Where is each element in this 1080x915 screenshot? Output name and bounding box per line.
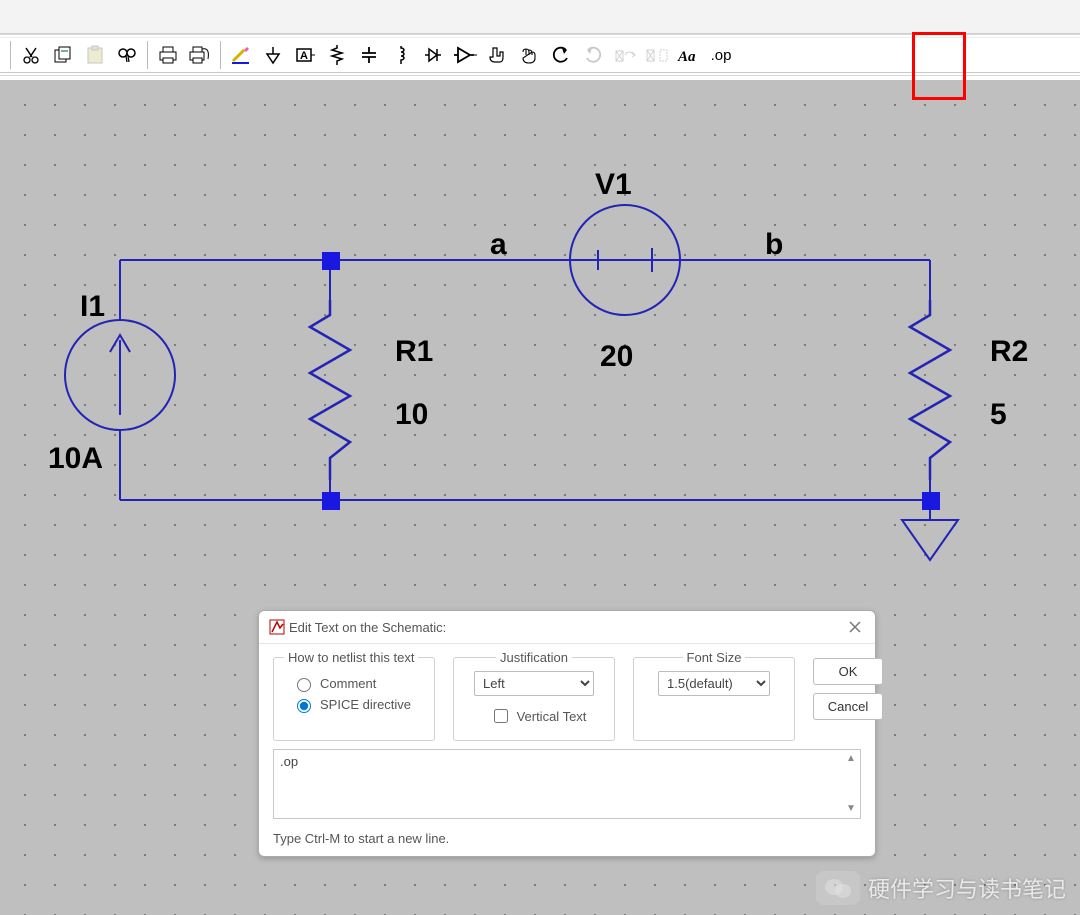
capacitor-icon[interactable]	[355, 41, 383, 69]
netlist-legend: How to netlist this text	[284, 650, 418, 665]
highlight-rectangle	[912, 32, 966, 100]
label-r1[interactable]: R1	[395, 335, 433, 369]
print-icon[interactable]	[154, 41, 182, 69]
comment-label: Comment	[320, 676, 376, 691]
fontsize-legend: Font Size	[683, 650, 746, 665]
dialog-titlebar: Edit Text on the Schematic:	[259, 611, 875, 644]
vertical-text-label: Vertical Text	[517, 709, 587, 724]
rotate-icon[interactable]	[611, 41, 639, 69]
vertical-text-checkbox[interactable]	[494, 709, 508, 723]
directive-radio-row[interactable]: SPICE directive	[292, 696, 424, 713]
directive-radio[interactable]	[297, 699, 311, 713]
directive-label: SPICE directive	[320, 697, 411, 712]
op-label: .op	[711, 47, 732, 64]
fontsize-group: Font Size 1.5(default)	[633, 650, 795, 741]
scroll-up-icon[interactable]: ▲	[844, 752, 858, 766]
justification-legend: Justification	[496, 650, 572, 665]
fontsize-select[interactable]: 1.5(default)	[658, 671, 770, 696]
inductor-icon[interactable]	[387, 41, 415, 69]
svg-text:A: A	[300, 50, 308, 62]
ok-button[interactable]: OK	[813, 658, 883, 685]
cut-icon[interactable]	[17, 41, 45, 69]
vertical-text-row[interactable]: Vertical Text	[472, 706, 604, 726]
component-icon[interactable]	[451, 41, 479, 69]
justification-select[interactable]: Left	[474, 671, 594, 696]
textarea-content: .op	[280, 754, 298, 769]
dialog-hint: Type Ctrl-M to start a new line.	[259, 825, 875, 856]
move-icon[interactable]	[483, 41, 511, 69]
directive-textarea[interactable]: .op ▲ ▼	[273, 749, 861, 819]
text-icon[interactable]: Aa	[675, 41, 703, 69]
undo-icon[interactable]	[547, 41, 575, 69]
app-icon	[269, 619, 285, 635]
net-label-a[interactable]: a	[490, 228, 507, 262]
watermark: 硬件学习与读书笔记	[816, 871, 1066, 905]
draw-wire-icon[interactable]	[227, 41, 255, 69]
print-setup-icon[interactable]	[186, 41, 214, 69]
justification-group: Justification Left Vertical Text	[453, 650, 615, 741]
edit-text-dialog: Edit Text on the Schematic: How to netli…	[258, 610, 876, 857]
label-i1[interactable]: I1	[80, 290, 105, 324]
diode-icon[interactable]	[419, 41, 447, 69]
label-v1-value[interactable]: 20	[600, 340, 633, 374]
paste-icon[interactable]	[81, 41, 109, 69]
ground-icon[interactable]	[259, 41, 287, 69]
label-r2-value[interactable]: 5	[990, 398, 1007, 432]
label-r1-value[interactable]: 10	[395, 398, 428, 432]
comment-radio-row[interactable]: Comment	[292, 675, 424, 692]
drag-icon[interactable]	[515, 41, 543, 69]
close-button[interactable]	[845, 617, 865, 637]
mirror-icon[interactable]	[643, 41, 671, 69]
find-icon[interactable]	[113, 41, 141, 69]
cancel-button[interactable]: Cancel	[813, 693, 883, 720]
spice-directive-icon[interactable]: .op	[707, 41, 735, 69]
comment-radio[interactable]	[297, 678, 311, 692]
watermark-text: 硬件学习与读书笔记	[868, 872, 1066, 904]
svg-text:Aa: Aa	[677, 49, 696, 64]
wechat-icon	[816, 871, 860, 905]
resistor-icon[interactable]	[323, 41, 351, 69]
label-v1[interactable]: V1	[595, 168, 632, 202]
netlist-group: How to netlist this text Comment SPICE d…	[273, 650, 435, 741]
label-i1-value[interactable]: 10A	[48, 442, 103, 476]
label-r2[interactable]: R2	[990, 335, 1028, 369]
label-net-icon[interactable]: A	[291, 41, 319, 69]
scroll-down-icon[interactable]: ▼	[844, 802, 858, 816]
net-label-b[interactable]: b	[765, 228, 783, 262]
copy-icon[interactable]	[49, 41, 77, 69]
redo-icon[interactable]	[579, 41, 607, 69]
dialog-title: Edit Text on the Schematic:	[285, 620, 845, 635]
